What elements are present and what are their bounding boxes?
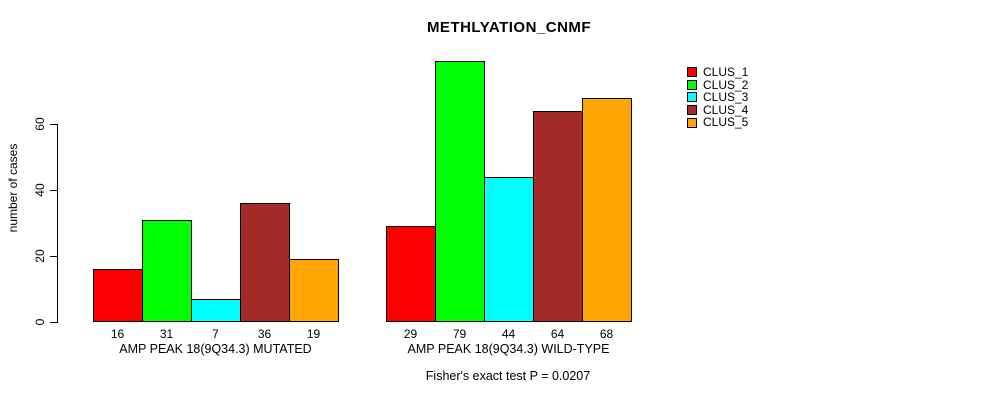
bar-clus_5 xyxy=(582,97,632,322)
legend-item: CLUS_1 xyxy=(687,66,748,79)
bar-value-label: 7 xyxy=(212,327,219,341)
legend-label: CLUS_2 xyxy=(703,77,749,92)
bar-clus_1 xyxy=(386,226,436,322)
y-axis-tick-label: 60 xyxy=(33,117,47,131)
bar-clus_2 xyxy=(142,219,192,322)
legend-swatch xyxy=(687,105,697,116)
bar-value-label: 16 xyxy=(110,327,125,341)
bar-value-label: 44 xyxy=(501,327,516,341)
legend-item: CLUS_5 xyxy=(687,116,748,129)
fisher-test-annotation: Fisher's exact test P = 0.0207 xyxy=(425,369,591,383)
bar-clus_3 xyxy=(191,298,241,322)
legend-label: CLUS_5 xyxy=(703,115,749,130)
bar-value-label: 68 xyxy=(599,327,614,341)
y-axis-tick xyxy=(50,322,57,323)
legend-swatch xyxy=(687,117,697,128)
legend-swatch xyxy=(687,92,697,103)
legend-item: CLUS_4 xyxy=(687,104,748,117)
bar-value-label: 29 xyxy=(403,327,418,341)
legend-label: CLUS_1 xyxy=(703,65,749,79)
y-axis-tick-label: 40 xyxy=(33,183,47,197)
legend-label: CLUS_3 xyxy=(703,90,749,105)
bar-value-label: 64 xyxy=(550,327,565,341)
bar-clus_3 xyxy=(484,176,534,322)
bar-clus_4 xyxy=(240,203,290,322)
y-axis-line xyxy=(57,124,58,323)
legend-swatch xyxy=(687,67,697,78)
legend-item: CLUS_3 xyxy=(687,91,748,104)
y-axis-tick-label: 0 xyxy=(33,318,47,326)
bar-clus_4 xyxy=(533,110,583,322)
bar-clus_1 xyxy=(93,269,143,322)
legend-item: CLUS_2 xyxy=(687,77,749,92)
bar-value-label: 19 xyxy=(306,327,321,341)
bar-value-label: 79 xyxy=(452,327,467,341)
legend-swatch xyxy=(687,79,697,90)
legend: CLUS_1 CLUS_2 CLUS_3 CLUS_4 CLUS_5 xyxy=(687,66,748,129)
bar-clus_2 xyxy=(435,61,485,322)
group-label: AMP PEAK 18(9Q34.3) MUTATED xyxy=(119,342,312,356)
y-axis-tick xyxy=(50,124,57,125)
y-axis-tick xyxy=(50,256,57,257)
y-axis-tick xyxy=(50,190,57,191)
bar-value-label: 36 xyxy=(257,327,272,341)
legend-label: CLUS_4 xyxy=(703,102,749,117)
bar-value-label: 31 xyxy=(159,327,174,341)
y-axis-tick-label: 20 xyxy=(33,249,47,263)
bar-clus_5 xyxy=(289,259,339,322)
chart-title: METHLYATION_CNMF xyxy=(426,19,592,36)
group-label: AMP PEAK 18(9Q34.3) WILD-TYPE xyxy=(407,342,610,356)
